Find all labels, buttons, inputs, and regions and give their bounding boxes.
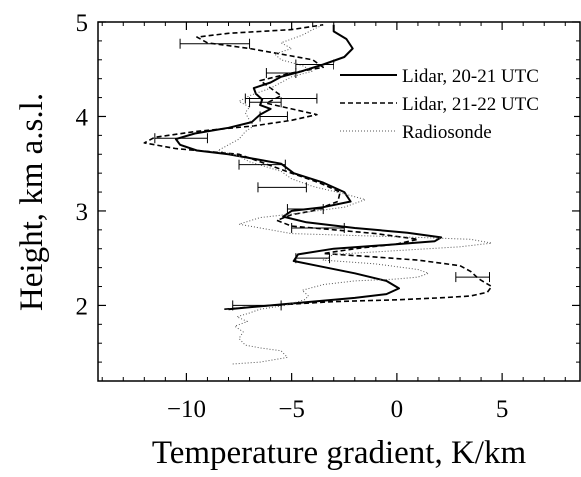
error-bar-layer	[154, 38, 490, 311]
y-tick-label: 4	[76, 104, 89, 131]
series-line-1	[143, 24, 493, 310]
tick-layer	[98, 21, 580, 381]
error-bar-11	[295, 253, 331, 264]
error-bar-0	[179, 38, 251, 49]
error-bar-13	[232, 300, 282, 311]
legend-label-radiosonde: Radiosonde	[402, 122, 492, 143]
y-tick-label: 3	[76, 199, 89, 226]
plot-frame	[97, 21, 581, 382]
error-bar-9	[286, 204, 324, 215]
error-bar-12	[455, 272, 490, 283]
legend-label-lidar-20-21: Lidar, 20-21 UTC	[402, 66, 539, 87]
error-bar-4	[249, 97, 282, 108]
legend-box	[334, 63, 574, 149]
x-axis-title: Temperature gradient, K/km	[152, 435, 527, 471]
y-axis-title: Height, km a.s.l.	[14, 93, 50, 311]
legend: Lidar, 20-21 UTC Lidar, 21-22 UTC Radios…	[334, 63, 574, 149]
y-tick-label: 2	[76, 293, 89, 320]
error-bar-10	[291, 222, 345, 233]
error-bar-1	[295, 59, 335, 70]
error-bar-7	[238, 159, 286, 170]
tick-label-layer: −10 −5 0 5 2 3 4 5	[76, 10, 509, 423]
error-bar-8	[257, 182, 307, 193]
x-tick-label: 5	[496, 396, 509, 423]
x-tick-label: −5	[278, 396, 305, 423]
x-tick-label: 0	[391, 396, 404, 423]
error-bar-5	[259, 111, 288, 122]
x-tick-label: −10	[167, 396, 206, 423]
series-layer	[143, 24, 493, 365]
error-bar-2	[265, 68, 297, 79]
y-tick-label: 5	[76, 10, 89, 37]
legend-label-lidar-21-22: Lidar, 21-22 UTC	[402, 94, 539, 115]
error-bar-6	[154, 133, 208, 144]
